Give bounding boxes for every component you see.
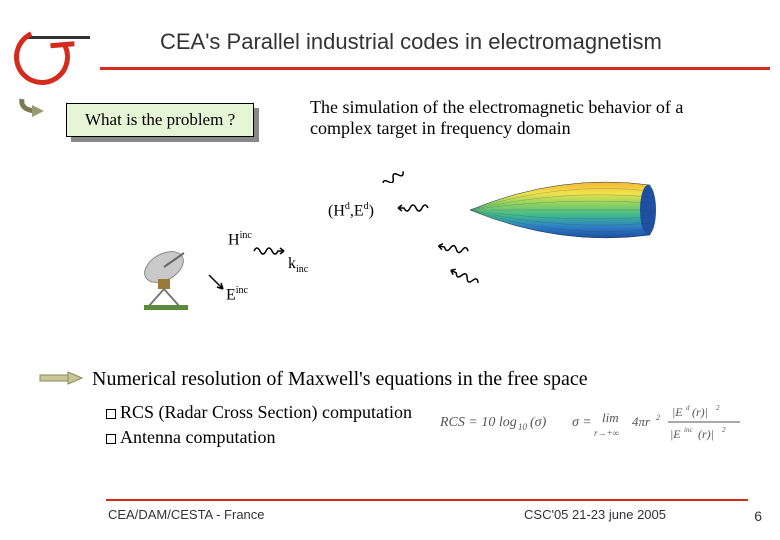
problem-description: The simulation of the electromagnetic be… bbox=[310, 97, 740, 139]
logo-container bbox=[0, 8, 100, 85]
bullet-antenna-text: Antenna computation bbox=[120, 427, 275, 447]
bullet-rcs-text: RCS (Radar Cross Section) computation bbox=[120, 402, 412, 422]
rcs-formula: RCS = 10 log 10 (σ) σ = lim r→+∞ 4πr 2 |… bbox=[440, 398, 750, 453]
svg-text:lim: lim bbox=[602, 410, 619, 425]
svg-text:r→+∞: r→+∞ bbox=[594, 428, 619, 438]
squiggle-4 bbox=[440, 267, 480, 291]
radar-dish-icon bbox=[140, 245, 200, 311]
curved-arrow-icon bbox=[18, 93, 52, 119]
bullet-antenna: Antenna computation bbox=[106, 425, 412, 450]
arrow-einc bbox=[205, 271, 229, 295]
footer-left: CEA/DAM/CESTA - France bbox=[108, 507, 265, 522]
slide-title: CEA's Parallel industrial codes in elect… bbox=[100, 23, 760, 61]
squiggle-hinc bbox=[252, 243, 288, 259]
em-diagram: Hinc kinc Einc (Hd,Ed) bbox=[30, 165, 760, 335]
svg-text:10: 10 bbox=[518, 422, 528, 432]
squiggle-2 bbox=[390, 200, 430, 216]
svg-text:2: 2 bbox=[716, 404, 720, 412]
svg-text:RCS = 10 log: RCS = 10 log bbox=[440, 415, 517, 430]
footer-divider bbox=[106, 499, 748, 501]
svg-text:2: 2 bbox=[722, 426, 726, 434]
svg-text:d: d bbox=[686, 404, 690, 412]
svg-text:(σ): (σ) bbox=[530, 415, 547, 430]
squiggle-1 bbox=[375, 159, 411, 183]
svg-text:(r)|: (r)| bbox=[698, 427, 714, 441]
svg-text:(r)|: (r)| bbox=[692, 405, 708, 419]
problem-box-label: What is the problem ? bbox=[66, 103, 254, 137]
svg-text:|E: |E bbox=[672, 405, 683, 419]
h-inc-label: Hinc bbox=[228, 230, 252, 249]
slide-footer: CEA/DAM/CESTA - France CSC'05 21-23 june… bbox=[0, 499, 780, 522]
cea-logo bbox=[6, 21, 78, 93]
k-inc-label: kinc bbox=[288, 255, 308, 275]
straight-arrow-icon bbox=[38, 370, 84, 386]
footer-right: CSC'05 21-23 june 2005 bbox=[524, 507, 666, 522]
page-number: 6 bbox=[754, 508, 762, 524]
numerical-heading: Numerical resolution of Maxwell's equati… bbox=[92, 368, 588, 391]
svg-text:inc: inc bbox=[684, 426, 693, 434]
e-inc-label: Einc bbox=[226, 285, 248, 304]
title-underline bbox=[100, 67, 770, 70]
hd-ed-label: (Hd,Ed) bbox=[328, 201, 374, 220]
svg-text:2: 2 bbox=[656, 413, 660, 422]
svg-text:σ =: σ = bbox=[572, 415, 592, 430]
bullet-list: RCS (Radar Cross Section) computation An… bbox=[106, 400, 412, 450]
target-cone-icon bbox=[460, 165, 660, 255]
bullet-rcs: RCS (Radar Cross Section) computation bbox=[106, 400, 412, 425]
svg-text:|E: |E bbox=[670, 427, 681, 441]
slide-header: CEA's Parallel industrial codes in elect… bbox=[0, 0, 780, 85]
svg-text:4πr: 4πr bbox=[632, 414, 651, 429]
problem-box: What is the problem ? bbox=[66, 103, 254, 137]
